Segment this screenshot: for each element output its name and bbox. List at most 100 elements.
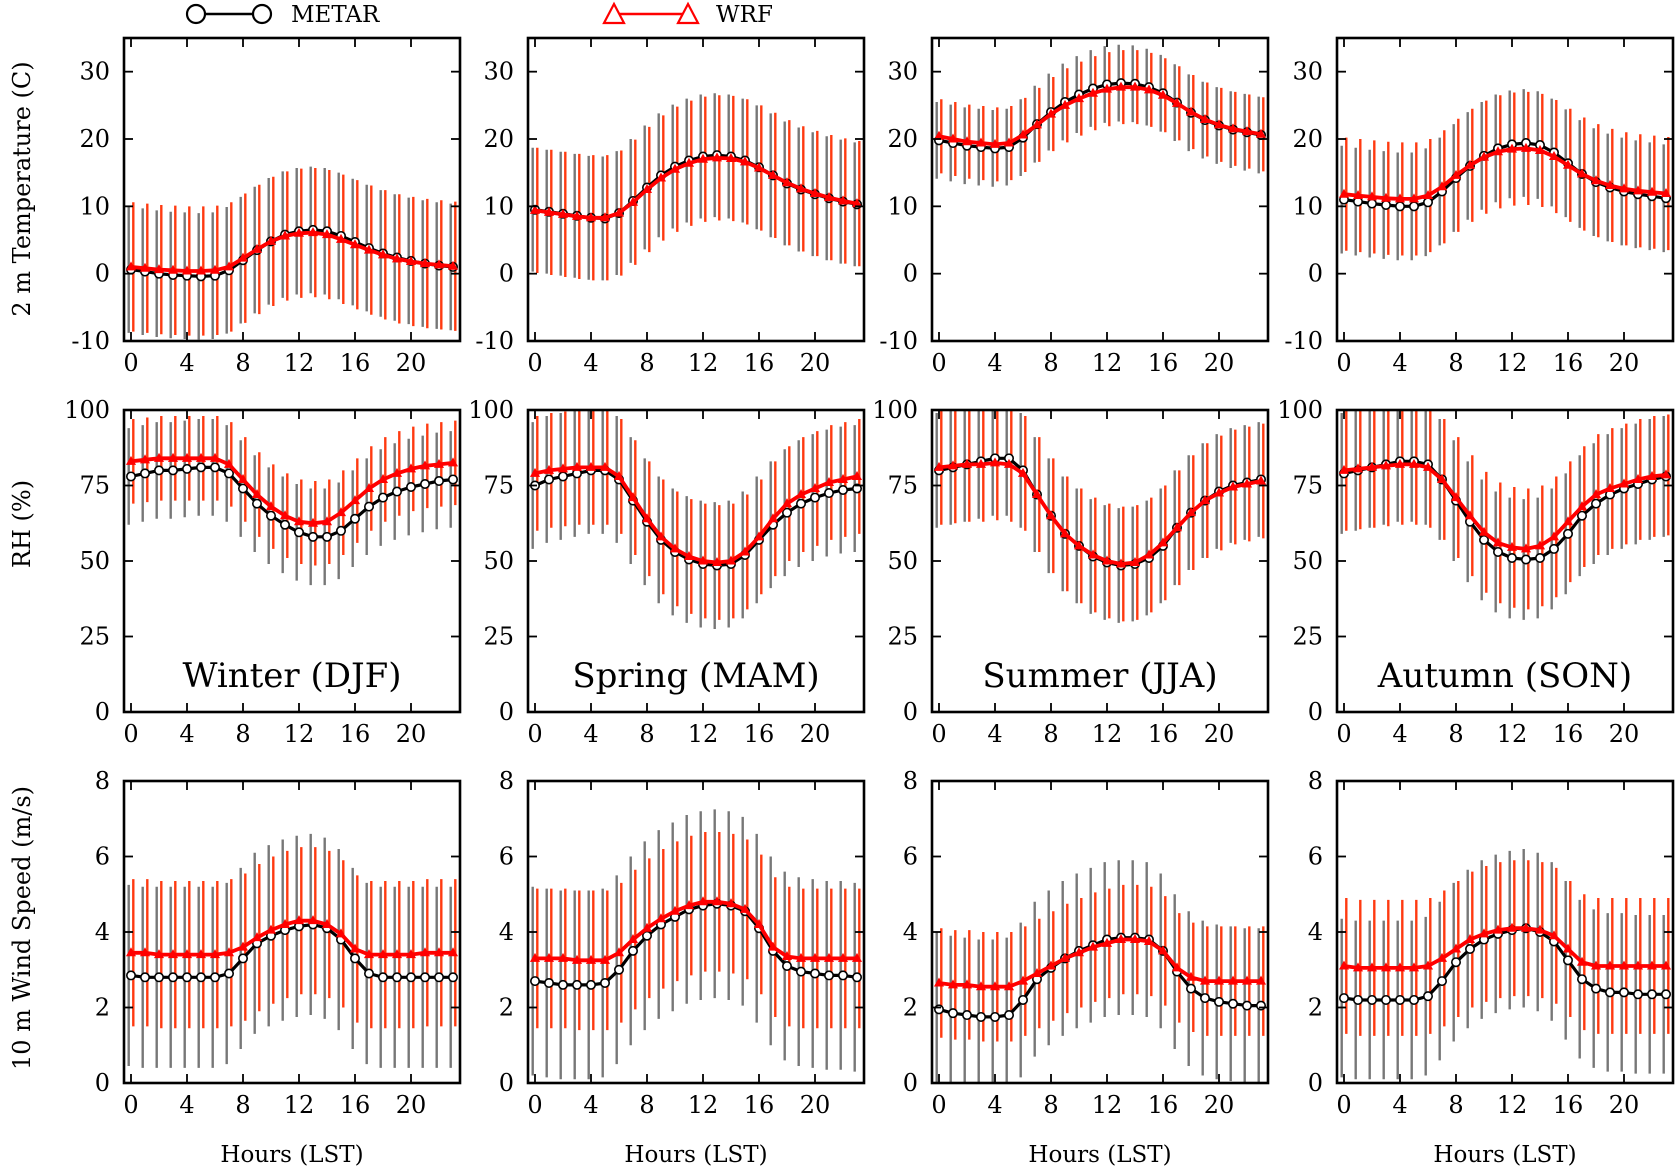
metar-point bbox=[1186, 983, 1197, 994]
x-tick-label: 0 bbox=[527, 720, 542, 748]
wrf-point bbox=[781, 951, 793, 961]
x-tick-label: 16 bbox=[1553, 720, 1584, 748]
y-tick-label: 2 bbox=[1308, 994, 1323, 1022]
wrf-point bbox=[1464, 934, 1476, 944]
metar-line bbox=[130, 465, 454, 539]
wrf-point bbox=[655, 531, 667, 541]
wrf-point bbox=[655, 913, 667, 923]
x-tick-label: 12 bbox=[1497, 349, 1528, 377]
plot-frame bbox=[1335, 779, 1675, 1085]
wrf-point bbox=[739, 156, 751, 166]
wrf-point bbox=[293, 915, 305, 925]
plot-frame bbox=[1335, 36, 1675, 343]
metar-point bbox=[557, 471, 568, 482]
metar-point bbox=[1353, 994, 1364, 1005]
wrf-point bbox=[251, 243, 263, 253]
metar-point bbox=[210, 972, 221, 983]
wrf-point bbox=[209, 264, 221, 274]
wrf-point bbox=[837, 952, 849, 962]
wrf-point bbox=[433, 947, 445, 957]
wrf-point bbox=[1562, 516, 1574, 526]
wrf-point bbox=[697, 896, 709, 906]
wrf-point bbox=[1464, 510, 1476, 520]
wrf-point bbox=[1227, 123, 1239, 133]
metar-line bbox=[938, 456, 1262, 568]
wrf-point bbox=[711, 896, 723, 906]
metar-point bbox=[1339, 993, 1350, 1004]
wrf-point bbox=[543, 464, 555, 474]
metar-line bbox=[534, 468, 858, 568]
y-tick-label: 2 bbox=[903, 994, 918, 1022]
y-tick-label: 10 bbox=[1292, 192, 1323, 220]
metar-point bbox=[1242, 1000, 1253, 1011]
wrf-point bbox=[1380, 460, 1392, 470]
metar-point bbox=[1017, 994, 1028, 1005]
metar-point bbox=[837, 485, 848, 496]
metar-point bbox=[851, 483, 862, 494]
plot-frame bbox=[122, 36, 462, 343]
y-tick-label: 4 bbox=[95, 918, 110, 946]
wrf-point bbox=[181, 452, 193, 462]
wrf-point bbox=[1087, 941, 1099, 951]
metar-point bbox=[210, 462, 221, 473]
wrf-point bbox=[1352, 962, 1364, 972]
wrf-point bbox=[697, 555, 709, 565]
wrf-point bbox=[1534, 540, 1546, 550]
wrf-point bbox=[683, 900, 695, 910]
wrf-point bbox=[669, 905, 681, 915]
y-tick-label: 25 bbox=[79, 623, 110, 651]
wrf-point bbox=[1660, 960, 1672, 970]
panel-temperature-3: -10 0 10 20 30 0 4 8 12 16 20 bbox=[879, 36, 1270, 377]
metar-point bbox=[543, 977, 554, 988]
wrf-point bbox=[1408, 962, 1420, 972]
wrf-point bbox=[1255, 975, 1267, 985]
x-tick-label: 4 bbox=[1392, 720, 1407, 748]
wrf-point bbox=[265, 924, 277, 934]
wrf-point bbox=[961, 136, 973, 146]
y-tick-label: 0 bbox=[95, 1069, 110, 1097]
wrf-point bbox=[851, 952, 863, 962]
wrf-point bbox=[251, 489, 263, 499]
wrf-point bbox=[1506, 143, 1518, 153]
x-tick-label: 16 bbox=[340, 349, 371, 377]
wrf-point bbox=[1338, 960, 1350, 970]
wrf-point bbox=[1464, 159, 1476, 169]
season-title: Spring (MAM) bbox=[572, 656, 819, 696]
metar-point bbox=[196, 972, 207, 983]
wrf-point bbox=[419, 258, 431, 268]
wrf-point bbox=[669, 543, 681, 553]
wrf-point bbox=[349, 495, 361, 505]
metar-point bbox=[154, 972, 165, 983]
x-tick-label: 8 bbox=[639, 720, 654, 748]
y-tick-label: 30 bbox=[79, 58, 110, 86]
panel-temperature-2: -10 0 10 20 30 0 4 8 12 16 20 bbox=[475, 36, 866, 377]
x-tick-label: 4 bbox=[987, 720, 1002, 748]
x-tick-label: 20 bbox=[1204, 1091, 1235, 1119]
x-tick-label: 4 bbox=[987, 349, 1002, 377]
metar-point bbox=[168, 972, 179, 983]
wrf-point bbox=[1576, 956, 1588, 966]
wrf-point bbox=[711, 556, 723, 567]
x-tick-label: 16 bbox=[1148, 720, 1179, 748]
y-tick-label: 0 bbox=[95, 698, 110, 726]
wrf-point bbox=[1073, 540, 1085, 550]
wrf-point bbox=[1199, 495, 1211, 505]
wrf-point bbox=[641, 183, 653, 193]
y-tick-label: 50 bbox=[1292, 547, 1323, 575]
wrf-point bbox=[1450, 492, 1462, 502]
metar-point bbox=[1647, 989, 1658, 1000]
wrf-point bbox=[265, 501, 277, 511]
season-title: Summer (JJA) bbox=[982, 656, 1217, 696]
metar-point bbox=[975, 1011, 986, 1022]
x-tick-label: 8 bbox=[639, 349, 654, 377]
wrf-point bbox=[1534, 924, 1546, 934]
wrf-point bbox=[947, 460, 959, 470]
legend-wrf-symbol bbox=[602, 1, 700, 25]
wrf-point bbox=[529, 204, 541, 214]
wrf-point bbox=[1003, 981, 1015, 991]
y-tick-label: 100 bbox=[468, 396, 514, 424]
x-tick-label: 20 bbox=[1609, 1091, 1640, 1119]
metar-point bbox=[1465, 943, 1476, 954]
metar-point bbox=[1367, 198, 1378, 209]
